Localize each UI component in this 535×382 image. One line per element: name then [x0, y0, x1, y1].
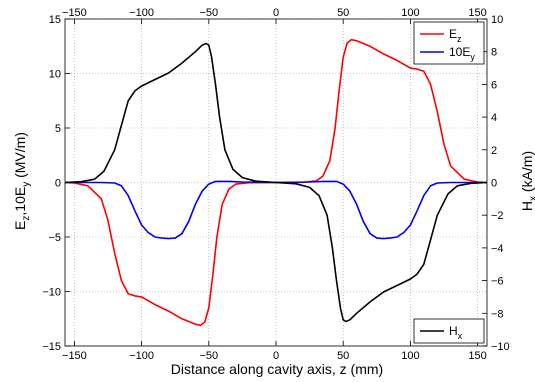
- y-tick-label-right: −8: [491, 308, 504, 320]
- y-tick-label-left: −5: [48, 232, 61, 244]
- x-tick-label-top: −100: [129, 7, 154, 19]
- x-axis-label: Distance along cavity axis, z (mm): [171, 361, 383, 377]
- x-tick-label-top: 150: [468, 7, 486, 19]
- x-tick-label-bottom: 150: [468, 350, 486, 362]
- x-tick-label-top: 0: [273, 7, 279, 19]
- x-tick-label-bottom: 100: [401, 350, 419, 362]
- y-tick-label-right: −4: [491, 243, 504, 255]
- y-tick-label-left: −10: [42, 287, 61, 299]
- legend-label: Hx: [449, 324, 463, 341]
- y-tick-label-right: 4: [491, 112, 497, 124]
- y-tick-label-right: 8: [491, 47, 497, 59]
- x-tick-label-bottom: −50: [199, 350, 218, 362]
- y-tick-label-right: 2: [491, 145, 497, 157]
- legend-box: [413, 21, 485, 65]
- tick-labels: −150−150−100−100−50−50005050100100150150…: [42, 7, 509, 362]
- y-tick-label-left: 15: [49, 14, 61, 26]
- x-tick-label-top: 100: [401, 7, 419, 19]
- y-tick-label-right: 0: [491, 178, 497, 190]
- x-tick-label-top: −150: [62, 7, 87, 19]
- legend-label: Ez: [449, 27, 462, 44]
- x-tick-label-top: 50: [337, 7, 349, 19]
- y-axis-label-left: Ez,10Ey (MV/m): [12, 132, 32, 230]
- x-tick-label-bottom: 50: [337, 350, 349, 362]
- y-tick-label-right: −2: [491, 210, 504, 222]
- series-layer: [64, 38, 488, 327]
- x-tick-label-bottom: 0: [273, 350, 279, 362]
- y-tick-label-left: 0: [55, 178, 61, 190]
- y-tick-label-left: −15: [42, 341, 61, 353]
- series-line-1: [65, 180, 487, 240]
- x-tick-label-bottom: −100: [129, 350, 154, 362]
- x-tick-label-top: −50: [199, 7, 218, 19]
- y-axis-label-right: Hx (kA/m): [519, 151, 535, 211]
- series-line-2: [64, 42, 488, 323]
- y-tick-label-right: −6: [491, 276, 504, 288]
- y-tick-label-left: 10: [49, 69, 61, 81]
- y-tick-label-left: 5: [55, 123, 61, 135]
- ticks: [65, 18, 487, 347]
- x-tick-label-bottom: −150: [62, 350, 87, 362]
- legend-label: 10Ey: [449, 45, 475, 62]
- y-tick-label-right: 10: [491, 14, 503, 26]
- y-tick-label-right: 6: [491, 79, 497, 91]
- y-tick-label-right: −10: [491, 341, 510, 353]
